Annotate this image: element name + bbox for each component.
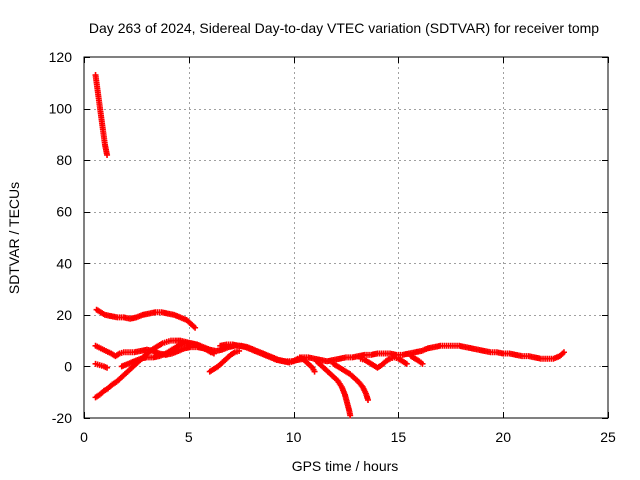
data-point bbox=[403, 360, 410, 367]
data-point bbox=[347, 412, 354, 419]
x-tick-label: 15 bbox=[391, 429, 407, 445]
x-tick-label: 5 bbox=[185, 429, 193, 445]
series-arc-11 bbox=[330, 360, 372, 403]
chart-title: Day 263 of 2024, Sidereal Day-to-day VTE… bbox=[89, 20, 599, 36]
plot-frame bbox=[83, 56, 609, 419]
data-marks bbox=[92, 72, 567, 419]
data-point bbox=[104, 364, 111, 371]
data-point bbox=[192, 324, 199, 331]
axis-ticks bbox=[84, 57, 609, 419]
x-tick-label: 25 bbox=[600, 429, 616, 445]
y-tick-labels: -20 0 20 40 60 80 100 120 bbox=[49, 49, 73, 426]
y-tick-label: 60 bbox=[56, 204, 72, 220]
y-tick-label: -20 bbox=[52, 410, 72, 426]
data-point bbox=[104, 151, 111, 158]
x-tick-labels: 0 5 10 15 20 25 bbox=[80, 429, 616, 445]
y-tick-label: 20 bbox=[56, 307, 72, 323]
x-axis-label: GPS time / hours bbox=[292, 458, 399, 474]
series-arc-2 bbox=[93, 306, 199, 331]
series-arc-5 bbox=[92, 360, 111, 371]
y-axis-label: SDTVAR / TECUs bbox=[6, 182, 22, 294]
series-arc-9 bbox=[296, 354, 318, 375]
series-arc-12 bbox=[357, 354, 410, 371]
data-point bbox=[236, 347, 243, 354]
series-arc-10 bbox=[313, 358, 354, 419]
x-tick-label: 20 bbox=[495, 429, 511, 445]
x-tick-label: 10 bbox=[286, 429, 302, 445]
series-arc-7 bbox=[206, 347, 243, 375]
data-point bbox=[365, 396, 372, 403]
x-tick-label: 0 bbox=[80, 429, 88, 445]
series-arc-13 bbox=[407, 353, 426, 367]
y-tick-label: 100 bbox=[49, 101, 73, 117]
data-point bbox=[419, 360, 426, 367]
y-tick-label: 0 bbox=[64, 358, 72, 374]
data-point bbox=[560, 349, 567, 356]
series-arc-8 bbox=[217, 341, 567, 366]
data-point bbox=[311, 368, 318, 375]
series-arc-1 bbox=[92, 72, 111, 158]
y-tick-label: 40 bbox=[56, 255, 72, 271]
grid-lines bbox=[84, 57, 608, 418]
y-tick-label: 80 bbox=[56, 152, 72, 168]
y-tick-label: 120 bbox=[49, 49, 73, 65]
